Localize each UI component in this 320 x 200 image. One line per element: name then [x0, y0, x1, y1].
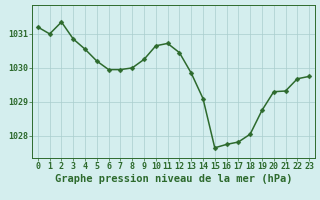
X-axis label: Graphe pression niveau de la mer (hPa): Graphe pression niveau de la mer (hPa) [55, 174, 292, 184]
